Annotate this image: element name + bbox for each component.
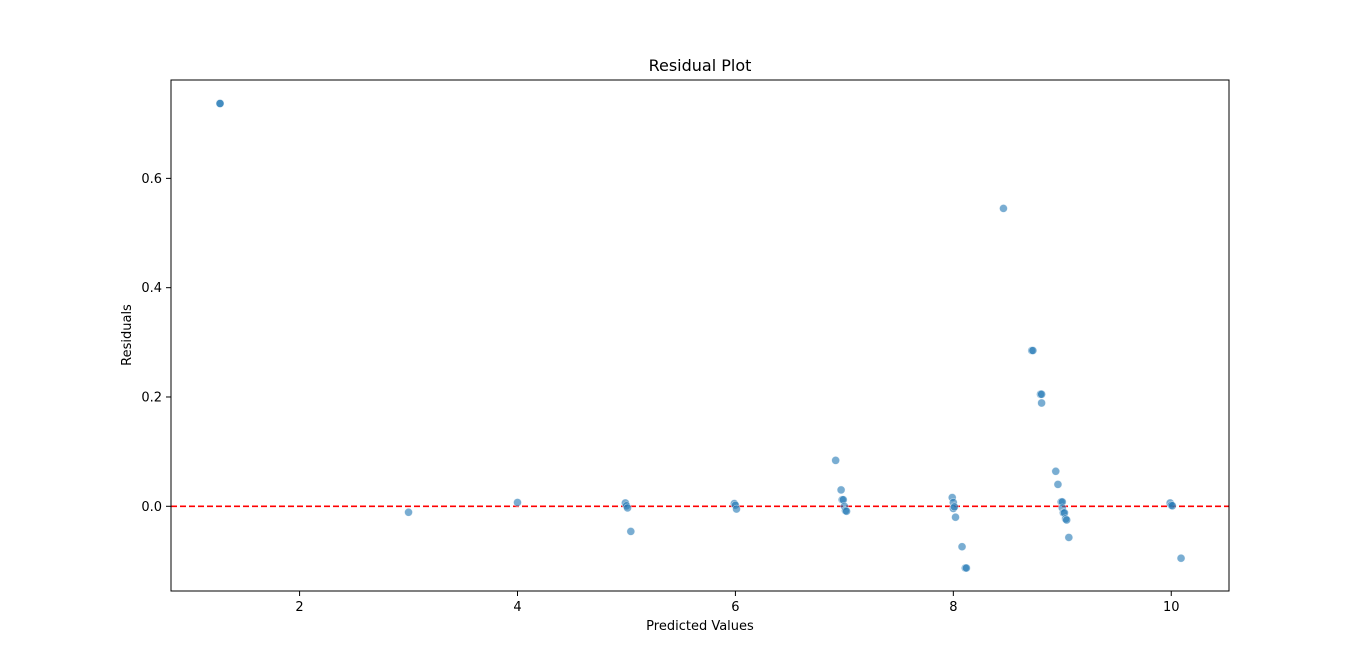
y-tick-label: 0.4 [141, 281, 162, 296]
scatter-point [962, 563, 971, 573]
scatter-point [1037, 389, 1046, 399]
x-tick-label: 4 [513, 600, 521, 615]
y-tick-label: 0.6 [141, 172, 162, 187]
x-tick-label: 2 [295, 600, 303, 615]
scatter-point [831, 456, 840, 465]
y-axis-label: Residuals [120, 304, 135, 366]
x-axis-label: Predicted Values [646, 619, 754, 634]
scatter-point [1168, 501, 1177, 511]
scatter-point [999, 204, 1008, 213]
scatter-point [1064, 533, 1074, 542]
scatter-point [513, 498, 522, 507]
y-tick-label: 0.2 [141, 390, 162, 405]
scatter-point [404, 508, 413, 517]
scatter-point [623, 503, 632, 513]
chart-title: Residual Plot [649, 56, 752, 75]
scatter-point [1037, 398, 1046, 408]
plot-frame [170, 79, 1230, 592]
x-tick-label: 8 [949, 600, 957, 615]
x-tick-label: 6 [731, 600, 739, 615]
scatter-point [626, 527, 636, 536]
scatter-point [957, 542, 967, 552]
y-tick-label: 0.0 [141, 500, 162, 515]
x-tick-label: 10 [1163, 600, 1180, 615]
scatter-point [732, 504, 741, 514]
scatter-point [950, 502, 959, 512]
scatter-point [836, 485, 846, 495]
scatter-point [842, 506, 851, 516]
scatter-point [215, 99, 225, 108]
scatter-point [1176, 553, 1186, 563]
scatter-point [951, 512, 960, 522]
scatter-point [1028, 346, 1038, 355]
scatter-point [1053, 480, 1063, 489]
plot-area: 2 4 6 8 10 0.0 0.2 0.4 0.6 [141, 79, 1230, 615]
scatter-point [1062, 515, 1071, 525]
scatter-point [1051, 467, 1061, 476]
